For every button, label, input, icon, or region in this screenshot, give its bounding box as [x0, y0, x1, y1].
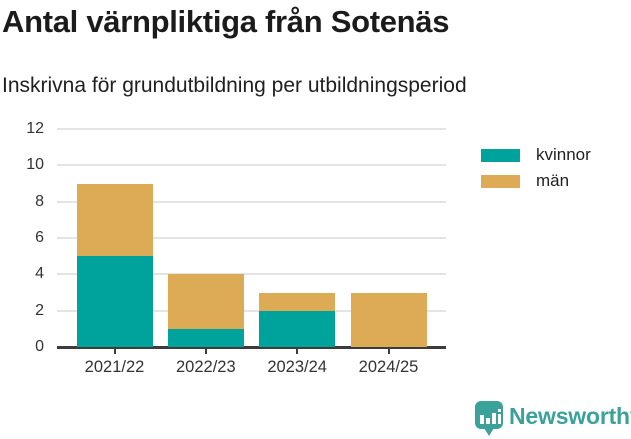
y-tick-label: 8 [35, 192, 44, 210]
legend-label: män [536, 171, 570, 190]
gridline-6 [57, 237, 446, 239]
legend-label: kvinnor [536, 145, 591, 164]
bar-chart-pin-icon [475, 401, 503, 436]
bar-män-2021/22 [76, 183, 153, 257]
bar-kvinnor-2021/22 [76, 256, 153, 347]
legend-swatch-kvinnor [481, 148, 520, 162]
x-axis-tick [113, 348, 116, 354]
legend-item-man: män [481, 171, 591, 190]
brand-name: Newsworthy [509, 403, 631, 429]
y-tick-label: 4 [35, 265, 44, 283]
y-tick-label: 10 [26, 156, 44, 174]
x-tick-label: 2024/25 [358, 358, 419, 376]
bar-kvinnor-2022/23 [167, 328, 244, 347]
y-axis-labels: 0 2 4 6 8 10 12 [0, 120, 46, 355]
gridline-4 [57, 273, 446, 276]
x-tick-label: 2021/22 [84, 358, 145, 376]
x-axis-tick [296, 348, 299, 354]
plot-area: 2021/22 2022/23 2023/24 2024/25 [57, 128, 446, 376]
y-tick-label: 2 [35, 301, 44, 319]
x-axis-tick [204, 348, 207, 354]
gridline-10 [57, 164, 446, 167]
gridline-12 [57, 128, 446, 130]
bar-män-2023/24 [259, 292, 336, 311]
gridline-8 [57, 200, 446, 203]
x-tick-label: 2023/24 [267, 358, 327, 376]
chart-subtitle: Inskrivna för grundutbildning per utbild… [2, 74, 467, 97]
legend-swatch-man [481, 174, 520, 188]
bar-kvinnor-2023/24 [259, 310, 336, 347]
y-tick-label: 0 [35, 338, 44, 355]
x-tick-label: 2022/23 [176, 358, 236, 376]
newsworthy-logo: Newsworthy [475, 401, 631, 437]
legend: kvinnor män [481, 145, 591, 200]
y-tick-label: 6 [35, 229, 44, 246]
y-tick-label: 12 [26, 120, 44, 137]
bar-män-2022/23 [167, 274, 244, 329]
legend-item-kvinnor: kvinnor [481, 145, 591, 164]
x-axis-tick [387, 348, 390, 354]
chart-title: Antal värnpliktiga från Sotenäs [2, 4, 450, 39]
bar-män-2024/25 [350, 292, 427, 347]
x-axis-line [57, 346, 446, 349]
gridline-2 [57, 309, 446, 312]
